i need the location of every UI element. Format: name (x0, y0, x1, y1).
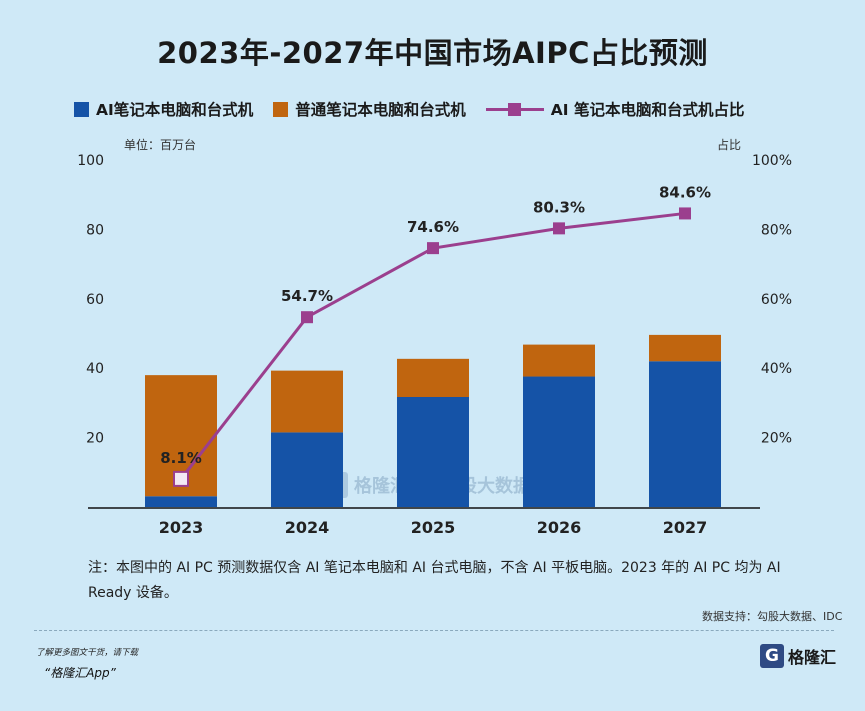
legend-label-share: AI 笔记本电脑和台式机占比 (550, 101, 745, 119)
share-data-label: 54.7% (281, 287, 333, 305)
bar-ai (649, 361, 721, 507)
share-point (427, 242, 439, 255)
legend-swatch-ai (74, 101, 89, 117)
y-right-tick-label: 40% (761, 361, 792, 377)
y-left-tick-label: 40 (86, 361, 104, 377)
y-left-tick-label: 100 (77, 153, 104, 169)
legend-label-ai: AI笔记本电脑和台式机 (96, 101, 254, 119)
x-tick-label: 2027 (663, 518, 708, 537)
x-tick-label: 2023 (159, 518, 204, 537)
y-left-tick-label: 80 (86, 222, 104, 238)
brand-logo-text: 格隆汇 (788, 648, 837, 667)
bar-normal (271, 370, 343, 433)
y-right-tick-label: 20% (761, 431, 792, 447)
y-right-tick-label: 80% (761, 222, 792, 238)
bar-normal (649, 334, 721, 362)
left-axis-unit: 单位：百万台 (124, 138, 197, 152)
data-source: 数据支持：勾股大数据、IDC (702, 610, 843, 623)
share-data-label: 80.3% (533, 198, 585, 216)
footer-download-text: 了解更多图文干货，请下载 (36, 648, 139, 658)
legend: AI笔记本电脑和台式机 普通笔记本电脑和台式机 AI 笔记本电脑和台式机占比 (74, 98, 814, 120)
x-tick-label: 2025 (411, 518, 456, 537)
share-point (301, 311, 313, 324)
y-left-tick-label: 60 (86, 292, 104, 308)
chart-note: 注：本图中的 AI PC 预测数据仅含 AI 笔记本电脑和 AI 台式电脑，不含… (88, 560, 781, 601)
legend-item-normal: 普通笔记本电脑和台式机 (273, 98, 466, 120)
share-point (173, 470, 189, 487)
footer-app-name: “格隆汇App” (44, 666, 116, 680)
bar-ai (523, 376, 595, 507)
legend-item-share: AI 笔记本电脑和台式机占比 (485, 98, 745, 120)
share-data-label: 74.6% (407, 218, 459, 236)
legend-swatch-normal (273, 101, 289, 117)
y-left-tick-label: 20 (86, 431, 104, 447)
brand-logo-icon: G (760, 644, 784, 668)
bar-ai (271, 432, 343, 507)
brand-logo: G 格隆汇 (760, 644, 836, 668)
share-data-label: 8.1% (160, 449, 202, 467)
y-right-tick-label: 100% (752, 153, 792, 169)
right-axis-unit: 占比 (717, 138, 742, 152)
share-point (679, 207, 691, 220)
bar-ai (145, 496, 217, 507)
share-data-label: 84.6% (659, 183, 711, 201)
y-right-tick-label: 60% (761, 292, 792, 308)
legend-swatch-share (485, 102, 544, 116)
footer-divider (34, 630, 834, 631)
x-tick-label: 2024 (285, 518, 330, 537)
watermark-text-1: 格隆汇 (354, 476, 408, 497)
chart-title: 2023年-2027年中国市场AIPC占比预测 (157, 36, 708, 70)
bar-ai (397, 397, 469, 507)
share-point (553, 222, 565, 235)
bar-normal (397, 358, 469, 398)
legend-label-normal: 普通笔记本电脑和台式机 (295, 101, 466, 119)
bar-normal (523, 344, 595, 377)
legend-item-ai: AI笔记本电脑和台式机 (74, 98, 253, 120)
x-tick-label: 2026 (537, 518, 582, 537)
